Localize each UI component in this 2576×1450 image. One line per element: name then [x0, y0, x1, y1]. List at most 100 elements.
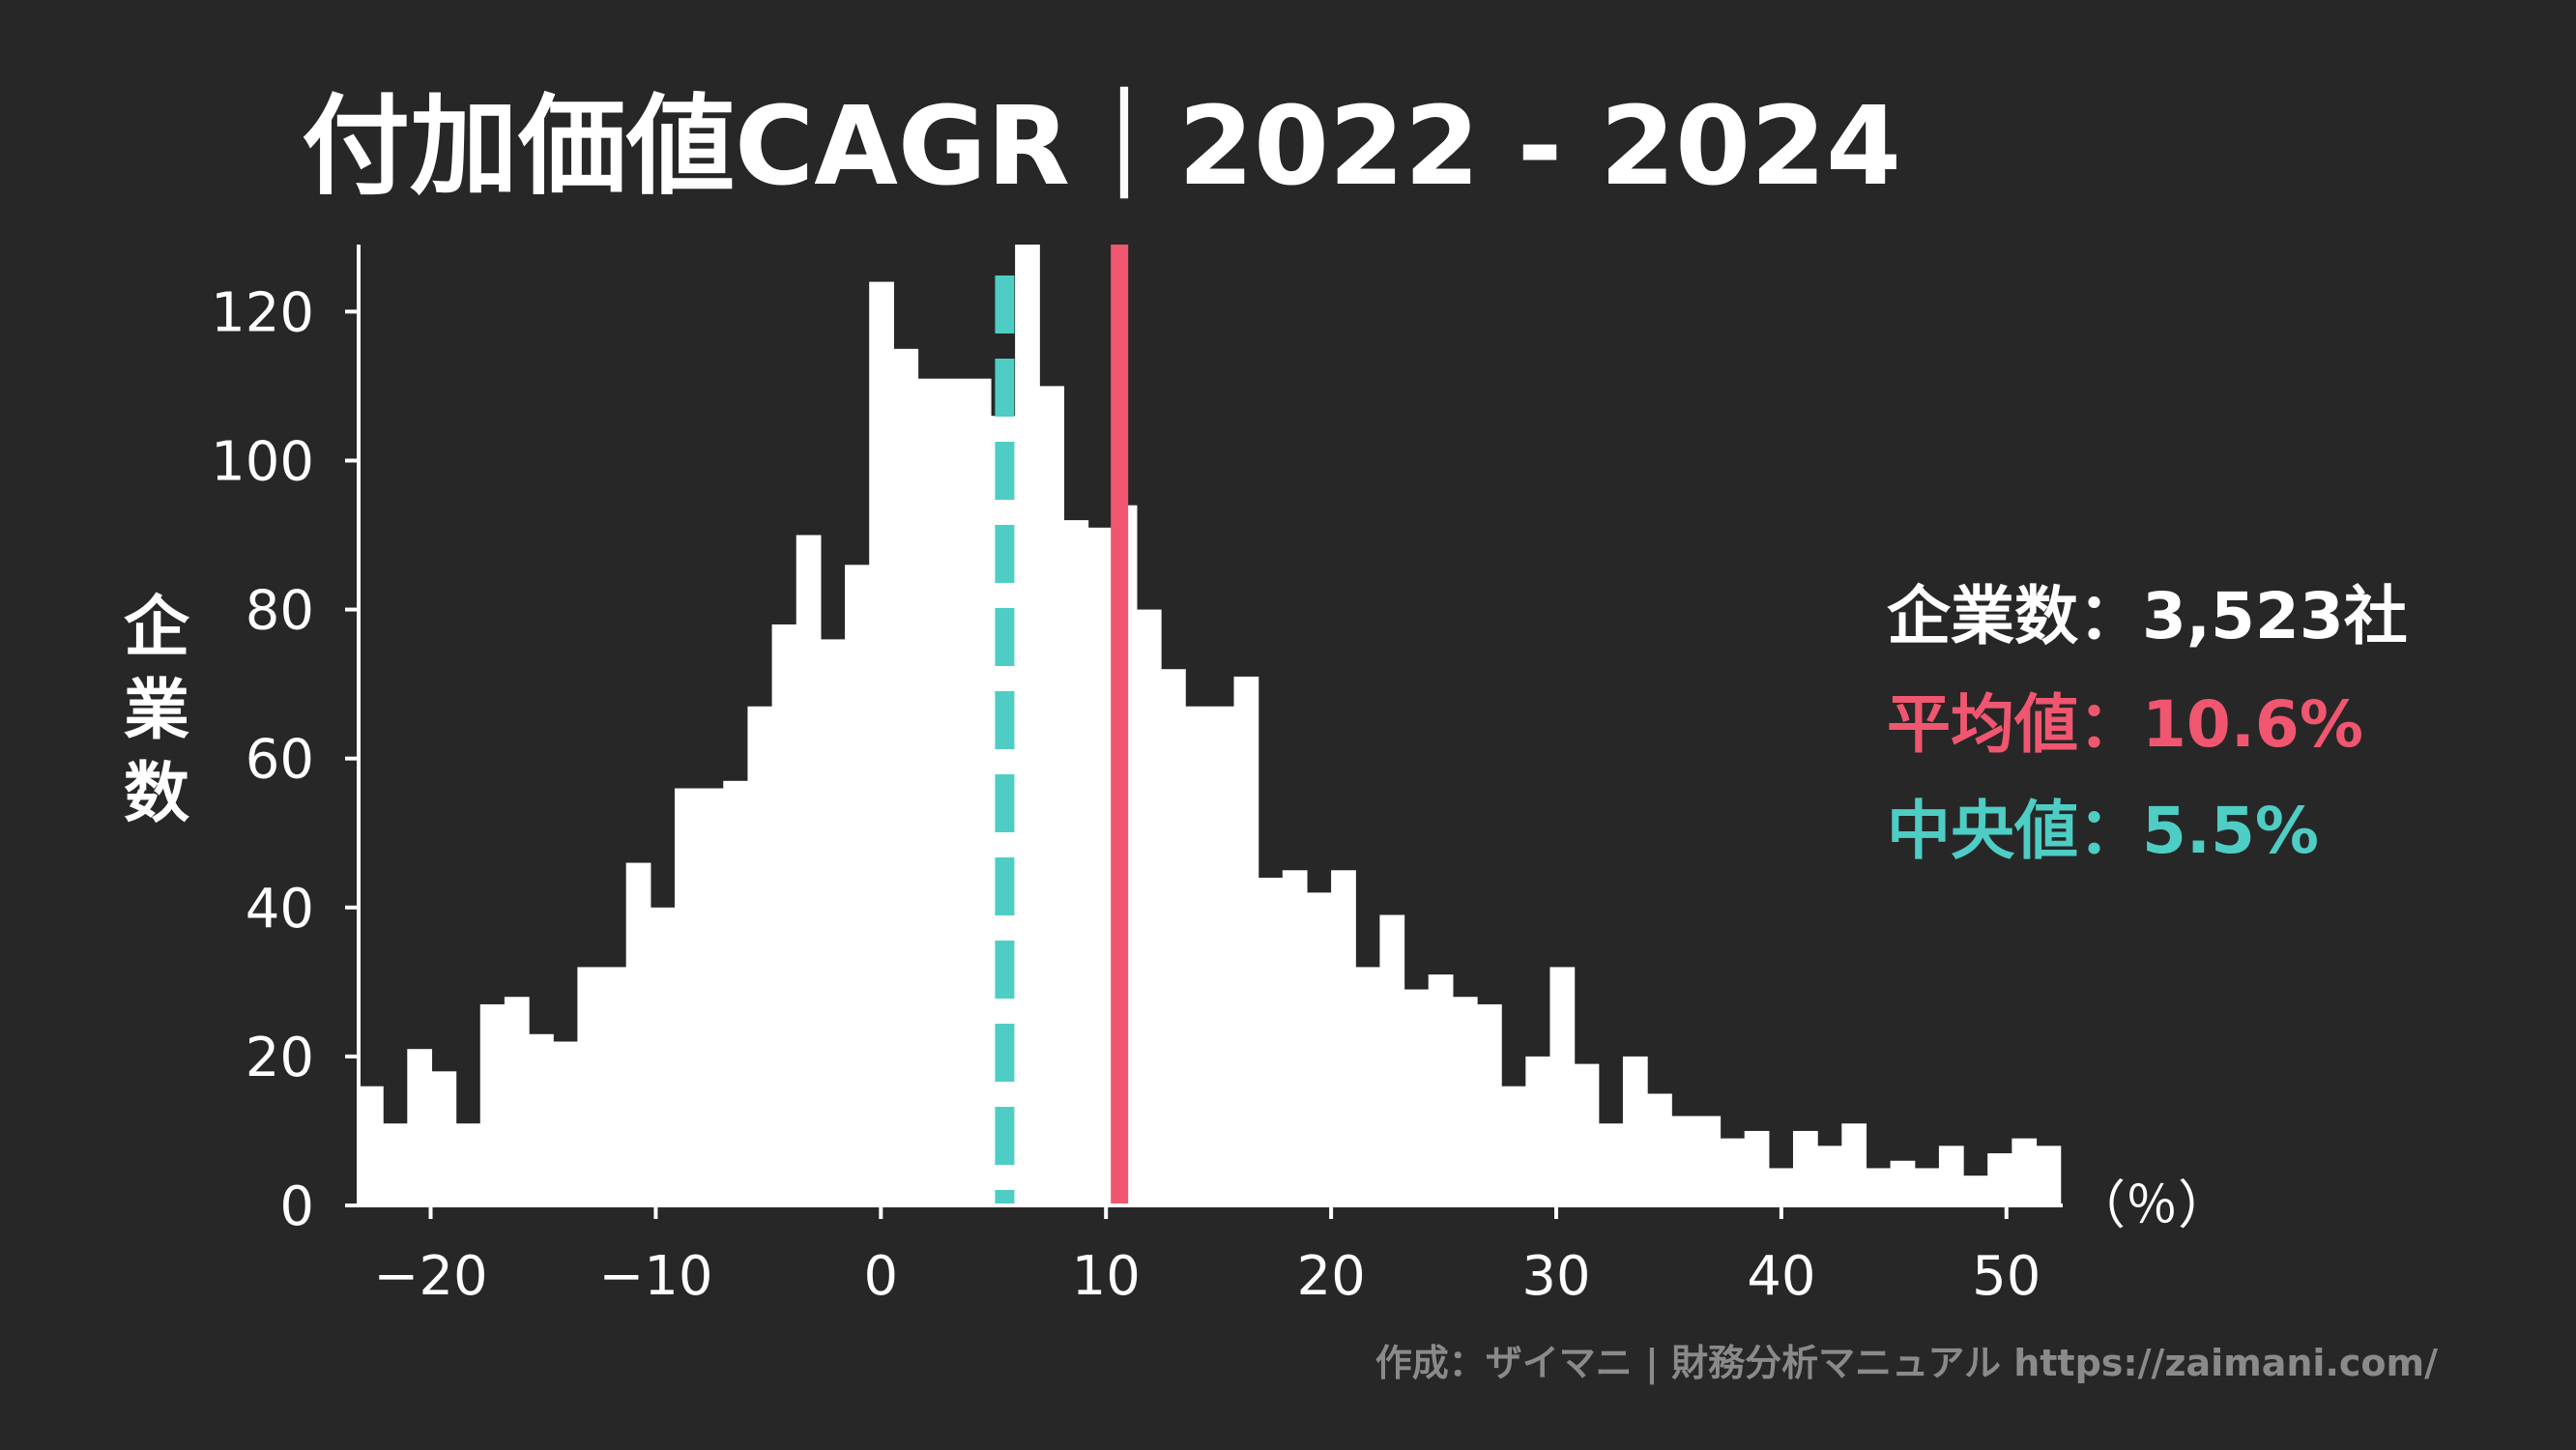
histogram-bar	[941, 378, 968, 1205]
y-tick-label: 80	[246, 580, 314, 643]
histogram-bar	[1525, 1056, 1551, 1205]
count-label: 企業数：	[1887, 579, 2142, 653]
histogram-bar	[1938, 1146, 1964, 1205]
histogram-bars	[359, 245, 2062, 1206]
median-label: 中央値：	[1887, 794, 2142, 868]
histogram-bar	[577, 967, 603, 1205]
histogram-bar	[553, 1041, 578, 1205]
x-tick-label: 20	[1296, 1245, 1365, 1308]
histogram-bar	[1331, 870, 1356, 1205]
histogram-bar	[723, 780, 749, 1205]
histogram-bar	[869, 281, 894, 1205]
y-axis-label-char: 企	[124, 590, 190, 666]
histogram-bar	[1622, 1056, 1648, 1205]
histogram-bar	[1720, 1138, 1746, 1205]
reference-lines	[995, 245, 1129, 1205]
histogram-bar	[966, 378, 992, 1205]
histogram-bar	[1258, 877, 1284, 1205]
histogram-bar	[820, 639, 846, 1205]
histogram-bar	[1574, 1063, 1600, 1205]
histogram-bar	[504, 997, 530, 1205]
histogram-bar	[845, 565, 870, 1205]
histogram-bar	[917, 378, 943, 1205]
histogram-bar	[1209, 706, 1235, 1205]
histogram-bar	[1185, 706, 1210, 1205]
count-stat: 企業数：3,523社	[1887, 579, 2408, 653]
histogram-bar	[1914, 1168, 1940, 1205]
count-value: 3,523社	[2142, 579, 2408, 653]
histogram-bar	[747, 706, 773, 1205]
histogram-bar	[1866, 1168, 1892, 1205]
histogram-bar	[1695, 1116, 1722, 1205]
histogram-bar	[1136, 609, 1162, 1205]
y-tick-label: 120	[211, 281, 314, 344]
histogram-bar	[1501, 1086, 1526, 1205]
histogram-bar	[1039, 386, 1065, 1205]
histogram-bar	[1841, 1123, 1867, 1205]
histogram-bar	[1306, 892, 1332, 1205]
x-tick-label: −20	[373, 1245, 487, 1308]
x-tick-label: −10	[598, 1245, 712, 1308]
x-tick-label: 30	[1521, 1245, 1590, 1308]
histogram-bar	[650, 907, 676, 1205]
histogram-bar	[383, 1123, 408, 1205]
histogram-bar	[1404, 989, 1430, 1205]
histogram-bar	[1233, 676, 1259, 1205]
histogram-bar	[1015, 245, 1040, 1205]
histogram-bar	[1792, 1130, 1818, 1205]
chart-title: 付加価値CAGR｜2022 - 2024	[302, 84, 1901, 210]
histogram-bar	[1549, 967, 1576, 1205]
histogram-bar	[1379, 914, 1405, 1205]
x-ticks: −20 −10 0 10 20 30 40 50	[373, 1205, 2041, 1308]
histogram-bar	[1282, 870, 1308, 1205]
histogram-bar	[1987, 1153, 2012, 1205]
histogram-bar	[1963, 1175, 1988, 1205]
median-value: 5.5%	[2142, 794, 2319, 868]
mean-stat: 平均値：10.6%	[1887, 687, 2363, 762]
histogram-bar	[2012, 1138, 2038, 1205]
histogram-bar	[407, 1049, 433, 1205]
y-tick-label: 0	[279, 1175, 314, 1238]
histogram-bar	[625, 862, 651, 1205]
histogram-bar	[771, 624, 797, 1205]
stats-legend: 企業数：3,523社 平均値：10.6% 中央値：5.5%	[1887, 579, 2408, 868]
histogram-bar	[796, 535, 822, 1205]
y-ticks: 0 20 40 60 80 100 120	[211, 281, 359, 1238]
x-tick-label: 10	[1072, 1245, 1141, 1308]
histogram-bar	[1161, 669, 1186, 1205]
median-stat: 中央値：5.5%	[1887, 794, 2319, 868]
histogram-bar	[359, 1086, 384, 1205]
histogram-bar	[601, 967, 627, 1205]
y-axis-label: 企業数	[124, 590, 190, 832]
histogram-bar	[1744, 1130, 1770, 1205]
x-axis-unit: （％）	[2073, 1174, 2230, 1235]
histogram-bar	[2036, 1146, 2062, 1205]
histogram-bar	[1598, 1123, 1624, 1205]
y-axis-label-char: 業	[124, 673, 189, 749]
y-tick-label: 100	[211, 430, 314, 493]
histogram-bar	[431, 1071, 457, 1205]
histogram-bar	[893, 348, 919, 1205]
histogram-bar	[455, 1123, 481, 1205]
histogram-bar	[1087, 527, 1114, 1205]
histogram-bar	[699, 788, 724, 1205]
histogram-bar	[529, 1033, 554, 1205]
histogram-bar	[1671, 1116, 1696, 1205]
y-axis-label-char: 数	[124, 756, 189, 832]
mean-label: 平均値：	[1887, 687, 2142, 762]
axes	[357, 245, 2063, 1207]
y-tick-label: 40	[246, 878, 314, 941]
x-tick-label: 0	[863, 1245, 898, 1308]
histogram-bar	[1817, 1146, 1842, 1205]
histogram-bar	[1477, 1003, 1502, 1205]
x-tick-label: 50	[1972, 1245, 2041, 1308]
y-tick-label: 20	[246, 1027, 314, 1089]
histogram-bar	[1063, 520, 1089, 1205]
histogram-bar	[1890, 1160, 1916, 1205]
mean-value: 10.6%	[2142, 687, 2363, 762]
credit-text: 作成：ザイマニ | 財務分析マニュアル https://zaimani.com/	[1375, 1342, 2438, 1385]
histogram-bar	[1452, 997, 1478, 1205]
histogram-bar	[1428, 974, 1454, 1205]
histogram-bar	[674, 788, 700, 1205]
